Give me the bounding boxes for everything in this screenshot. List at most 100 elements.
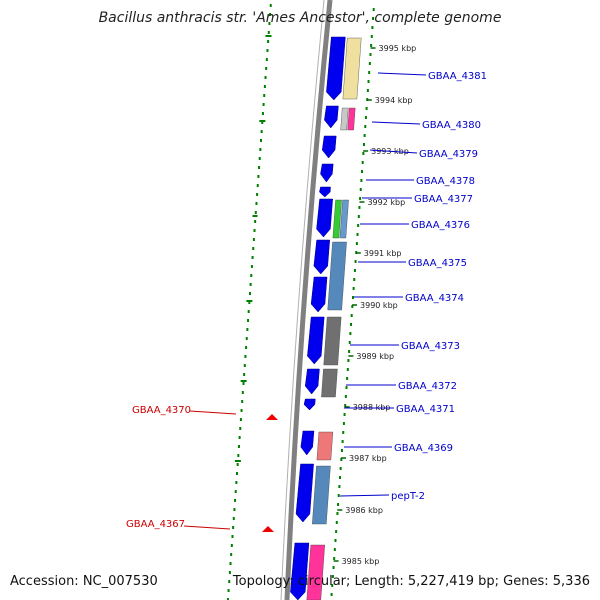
gene-label[interactable]: GBAA_4378	[416, 176, 475, 187]
cog-box	[327, 241, 347, 311]
gc-dot	[269, 13, 272, 16]
gc-dot	[268, 22, 271, 25]
gc-dot	[226, 598, 229, 600]
gc-dot	[350, 314, 353, 317]
gene-leader-line	[189, 410, 237, 415]
gc-dot	[228, 571, 231, 574]
gc-dot	[344, 395, 347, 398]
gc-dot	[235, 481, 238, 484]
cog-box	[340, 107, 349, 131]
gc-dot	[356, 233, 359, 236]
gene-label[interactable]: GBAA_4371	[396, 404, 455, 415]
gc-dot	[342, 422, 345, 425]
gc-dot	[258, 157, 261, 160]
gene-label[interactable]: GBAA_4367	[126, 519, 185, 530]
gc-dot	[261, 112, 264, 115]
gc-dot	[339, 467, 342, 470]
rna-marker	[266, 414, 278, 420]
gc-dot	[267, 40, 270, 43]
gene-leader-line	[369, 149, 418, 154]
gc-dot	[372, 17, 375, 20]
gc-dot	[240, 409, 243, 412]
accession-text: Accession: NC_007530	[10, 574, 158, 589]
gc-dot	[230, 553, 233, 556]
gc-dot	[228, 580, 231, 583]
gc-dot	[362, 152, 365, 155]
gc-dot	[261, 121, 264, 124]
gc-dot	[366, 89, 369, 92]
cds-arrow	[319, 186, 331, 198]
cds-arrow	[326, 36, 346, 101]
gc-dot	[348, 350, 351, 353]
gc-dot	[231, 535, 234, 538]
gc-dot	[361, 161, 364, 164]
gc-dot	[267, 31, 270, 34]
gc-dot	[347, 359, 350, 362]
gc-dash	[252, 215, 258, 217]
gc-content-track	[226, 4, 375, 600]
gc-dot	[342, 431, 345, 434]
label-leaders	[183, 72, 427, 530]
gc-dot	[253, 229, 256, 232]
gene-label[interactable]: GBAA_4381	[428, 71, 487, 82]
gc-dot	[264, 76, 267, 79]
gene-label[interactable]: GBAA_4374	[405, 293, 464, 304]
gc-dot	[250, 274, 253, 277]
gc-dot	[265, 58, 268, 61]
gene-label[interactable]: GBAA_4370	[132, 405, 191, 416]
gc-dot	[263, 85, 266, 88]
gc-dot	[250, 265, 253, 268]
gc-dot	[330, 593, 333, 596]
kbp-tick-label: 3985 kbp	[342, 557, 380, 566]
gc-dot	[265, 67, 268, 70]
gc-dot	[337, 503, 340, 506]
gene-label[interactable]: GBAA_4377	[414, 194, 473, 205]
gc-dot	[341, 440, 344, 443]
gc-dot	[368, 62, 371, 65]
gene-label[interactable]: GBAA_4372	[398, 381, 457, 392]
gc-dot	[336, 512, 339, 515]
gc-dot	[241, 391, 244, 394]
gc-dot	[359, 188, 362, 191]
gene-label[interactable]: GBAA_4373	[401, 341, 460, 352]
kbp-tick-label: 3990 kbp	[360, 301, 398, 310]
gc-dot	[364, 125, 367, 128]
gc-dot	[239, 418, 242, 421]
cds-arrow	[313, 239, 330, 275]
cog-box	[316, 431, 334, 461]
cds-arrow	[295, 463, 314, 523]
gc-dot	[248, 292, 251, 295]
gc-dash	[246, 300, 253, 302]
gc-dot	[227, 589, 230, 592]
gene-labels: GBAA_4381 GBAA_4380 GBAA_4379 GBAA_4378 GBAA…	[126, 71, 487, 532]
gc-dot	[248, 301, 251, 304]
gc-dot	[334, 539, 337, 542]
gc-dot	[359, 197, 362, 200]
gc-dot	[229, 562, 232, 565]
gc-dot	[246, 328, 249, 331]
gene-label[interactable]: GBAA_4380	[422, 120, 481, 131]
gene-label[interactable]: GBAA_4376	[411, 220, 470, 231]
gene-leader-line	[339, 494, 390, 497]
gc-dot	[337, 494, 340, 497]
gc-dot	[266, 49, 269, 52]
gc-dot	[344, 404, 347, 407]
gene-label[interactable]: GBAA_4369	[394, 443, 453, 454]
gene-label[interactable]: GBAA_4379	[419, 149, 478, 160]
gc-dot	[239, 427, 242, 430]
gc-dot	[242, 382, 245, 385]
gc-dot	[358, 206, 361, 209]
gene-label[interactable]: pepT-2	[391, 491, 425, 502]
gc-dot	[236, 472, 239, 475]
topology-text: Topology: circular; Length: 5,227,419 bp…	[232, 574, 590, 589]
gene-label[interactable]: GBAA_4375	[408, 258, 467, 269]
gc-dot	[354, 260, 357, 263]
gc-dot	[352, 287, 355, 290]
kbp-tick-label: 3987 kbp	[349, 454, 387, 463]
kbp-tick-label: 3995 kbp	[379, 44, 417, 53]
gc-dot	[254, 220, 257, 223]
gc-dot	[257, 175, 260, 178]
gc-dot	[247, 319, 250, 322]
gc-dot	[237, 454, 240, 457]
